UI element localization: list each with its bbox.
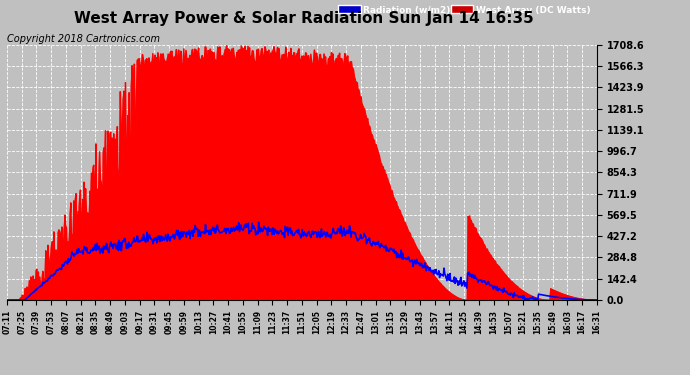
Legend: Radiation (w/m2), West Array (DC Watts): Radiation (w/m2), West Array (DC Watts) xyxy=(336,4,592,16)
Text: Copyright 2018 Cartronics.com: Copyright 2018 Cartronics.com xyxy=(7,34,160,44)
Text: West Array Power & Solar Radiation Sun Jan 14 16:35: West Array Power & Solar Radiation Sun J… xyxy=(74,11,533,26)
